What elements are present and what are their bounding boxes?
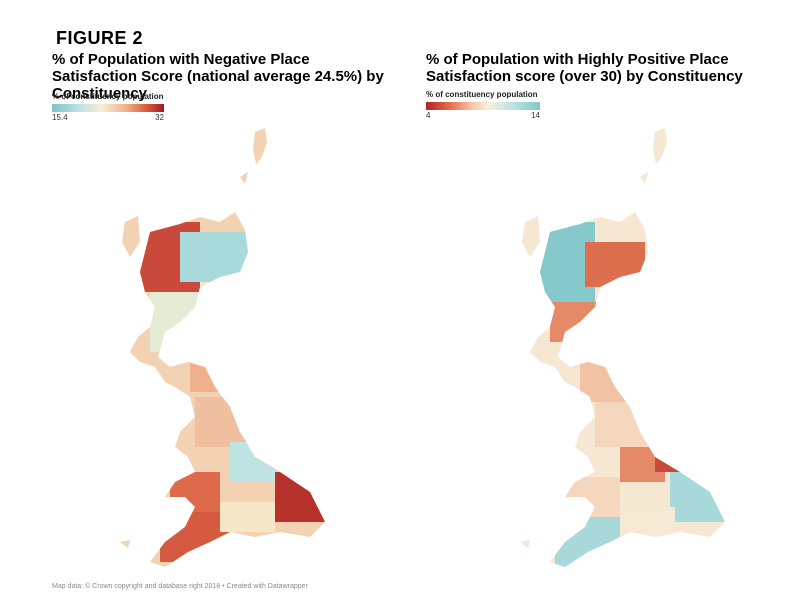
- left-legend-gradient: [52, 104, 164, 112]
- right-legend-max: 14: [531, 111, 540, 120]
- right-legend-title: % of constituency population: [426, 90, 538, 99]
- right-choropleth-map[interactable]: [470, 112, 770, 582]
- left-choropleth-map[interactable]: [70, 112, 370, 582]
- left-map-panel: % of Population with Negative Place Sati…: [52, 51, 384, 582]
- map-credit: Map data: © Crown copyright and database…: [52, 583, 308, 590]
- right-legend-min: 4: [426, 111, 431, 120]
- right-map-title: % of Population with Highly Positive Pla…: [426, 51, 743, 85]
- left-legend-min: 15.4: [52, 113, 68, 122]
- right-map-svg: [520, 128, 725, 567]
- left-legend-max: 32: [155, 113, 164, 122]
- left-legend-ticks: 15.4 32: [52, 112, 164, 122]
- right-legend-ticks: 4 14: [426, 110, 540, 120]
- left-map-legend: % of constituency population 15.4 32: [52, 92, 164, 122]
- left-legend-title: % of constituency population: [52, 92, 164, 101]
- figure-label: FIGURE 2: [56, 28, 144, 48]
- left-map-svg: [120, 128, 325, 567]
- right-legend-gradient: [426, 102, 540, 110]
- right-map-legend: % of constituency population 4 14: [426, 90, 540, 120]
- right-map-panel: % of Population with Highly Positive Pla…: [400, 0, 794, 598]
- left-map-title: % of Population with Negative Place Sati…: [52, 51, 384, 102]
